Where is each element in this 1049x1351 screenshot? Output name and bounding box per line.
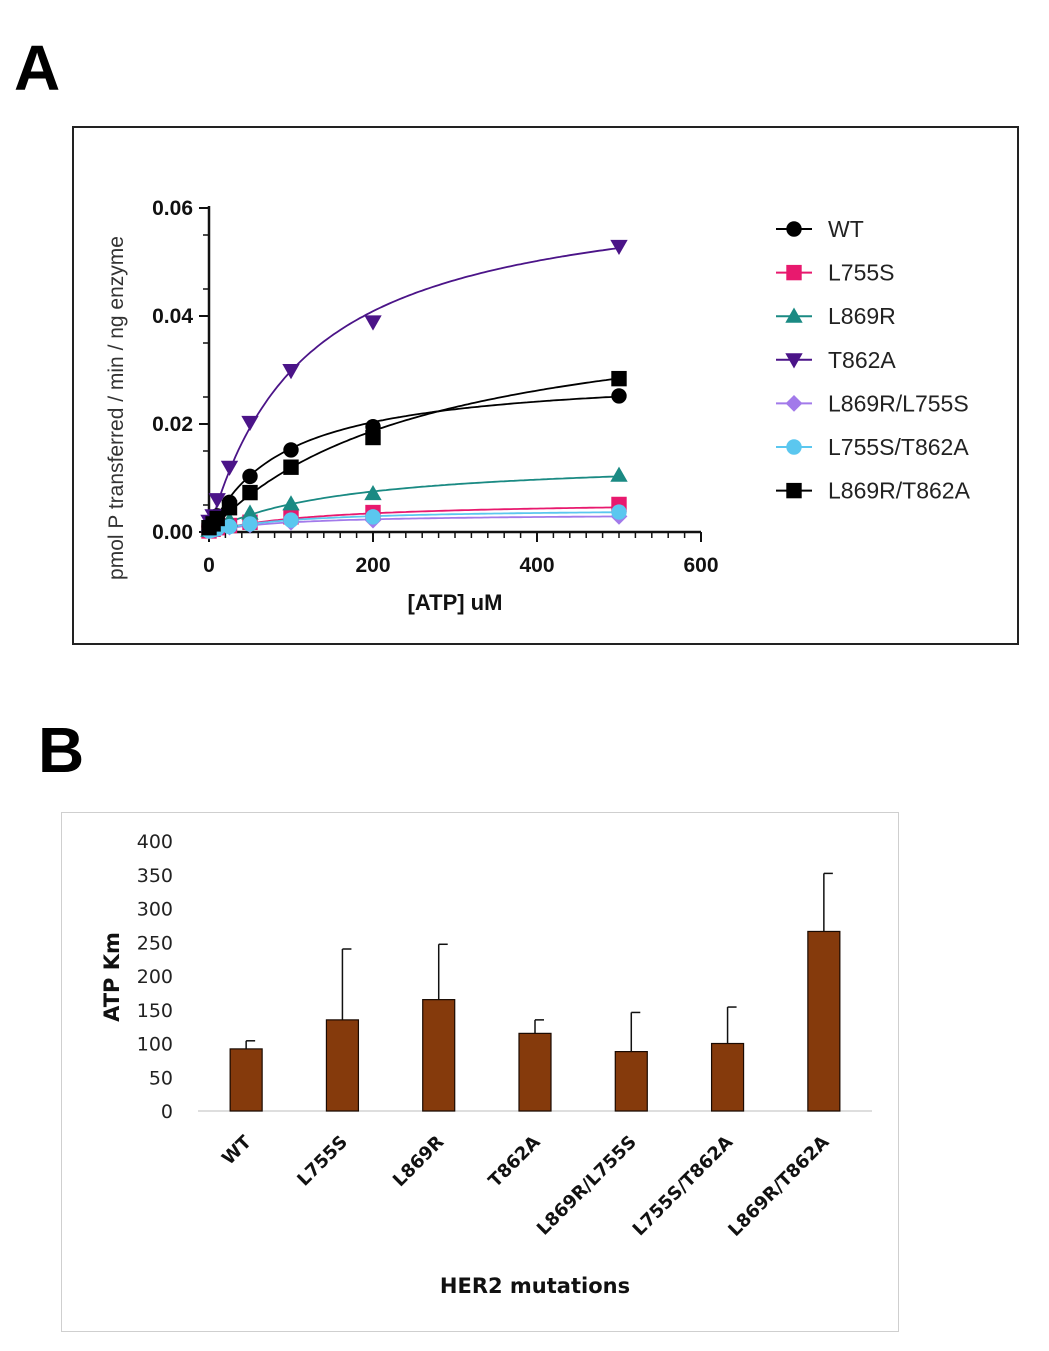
bar-l869r-l755s <box>614 1050 648 1112</box>
legend-label-wt: WT <box>828 216 864 242</box>
category-label-l869r-l755s: L869R/L755S <box>533 1132 641 1240</box>
legend-label-l869r: L869R <box>828 303 896 329</box>
fit-curve-l869r-l755s <box>208 515 620 533</box>
y-tick-label: 50 <box>149 1067 173 1089</box>
y-axis-title: pmol P transferred / min / ng enzyme <box>105 236 128 580</box>
y-tick-label: 100 <box>137 1034 173 1056</box>
bar-t862a <box>518 1032 552 1112</box>
y-tick-label: 0.00 <box>152 521 193 544</box>
data-point-l869r-t862a <box>365 429 381 446</box>
data-point-wt <box>611 388 627 404</box>
data-point-t862a <box>282 364 300 380</box>
fit-curve-l755s <box>208 506 620 533</box>
legend-label-l869r-l755s: L869R/L755S <box>828 390 969 416</box>
data-point-l869r-t862a <box>611 370 627 387</box>
legend-marker-l869r-t862a <box>786 482 802 499</box>
data-point-l755s-t862a <box>283 512 299 528</box>
legend-marker-t862a <box>785 353 803 369</box>
panel-a-frame <box>72 126 1019 645</box>
data-point-l869r <box>241 504 259 520</box>
panel-a-label: A <box>14 32 61 104</box>
legend-marker-l869r-l755s <box>785 395 803 412</box>
data-point-l869r <box>364 484 382 501</box>
x-tick-label: 600 <box>683 554 718 577</box>
legend-marker-l869r <box>785 307 803 323</box>
km-bar-chart: 0 50 100 150 200 250 300 350 400 WT L755S L869R T862… <box>100 831 872 1298</box>
fit-curve-l869r-t862a <box>208 377 620 533</box>
data-point-l869r-t862a <box>242 484 258 501</box>
data-point-wt <box>242 468 258 485</box>
data-point-t862a <box>208 493 226 509</box>
legend-label-t862a: T862A <box>828 347 896 373</box>
category-label-l755s: L755S <box>293 1132 352 1191</box>
category-label-l869r-t862a: L869R/T862A <box>724 1132 833 1241</box>
data-point-l755s-t862a <box>221 518 238 535</box>
data-point-t862a <box>610 239 628 256</box>
fit-curve-wt <box>208 395 620 533</box>
category-label-wt: WT <box>218 1131 256 1169</box>
data-point-l869r-t862a <box>209 510 225 527</box>
y-tick-label: 400 <box>137 831 173 853</box>
x-axis-title: HER2 mutations <box>440 1274 630 1298</box>
bar-l755s-t862a <box>710 1042 745 1112</box>
x-tick-label: 200 <box>355 554 390 577</box>
legend-marker-l755s <box>786 264 802 281</box>
y-tick-label: 200 <box>137 966 173 988</box>
data-point-l755s-t862a <box>365 509 381 525</box>
y-tick-label: 350 <box>137 865 173 887</box>
fit-curve-t862a <box>208 247 620 533</box>
panel-b-frame <box>61 812 899 1332</box>
legend-label-l755s: L755S <box>828 260 895 286</box>
data-point-t862a <box>220 460 239 476</box>
x-tick-label: 0 <box>203 554 215 577</box>
data-point-l755s-t862a <box>611 504 627 520</box>
data-point-l755s-t862a <box>242 516 258 532</box>
y-tick-label: 250 <box>137 932 173 954</box>
data-point-l869r <box>610 466 628 482</box>
y-tick-label: 300 <box>137 899 173 921</box>
y-tick-label: 150 <box>137 1000 173 1022</box>
kinetics-chart: 0.00 0.02 0.04 0.06 0 200 400 600 [ATP] uM pmol P… <box>105 197 971 615</box>
data-point-t862a <box>241 415 259 432</box>
data-point-t862a <box>364 315 382 331</box>
category-label-l755s-t862a: L755S/T862A <box>629 1132 737 1240</box>
y-tick-label: 0.06 <box>152 197 193 220</box>
category-label-t862a: T862A <box>485 1132 545 1192</box>
bar-wt <box>229 1048 263 1112</box>
x-axis-title: [ATP] uM <box>408 590 503 615</box>
y-tick-label: 0.04 <box>152 305 193 328</box>
legend-marker-l755s-t862a <box>786 439 802 455</box>
data-point-l869r-t862a <box>221 500 238 516</box>
data-point-l869r <box>282 495 300 511</box>
data-point-l869r-t862a <box>283 459 299 475</box>
bar-l869r-t862a <box>807 930 841 1112</box>
y-tick-label: 0 <box>161 1101 173 1123</box>
bar-l755s <box>325 1019 360 1112</box>
category-label-l869r: L869R <box>389 1132 448 1191</box>
legend-label-l755s-t862a: L755S/T862A <box>828 434 969 460</box>
bar-l869r <box>422 999 456 1112</box>
legend-label-l869r-t862a: L869R/T862A <box>828 478 971 504</box>
x-tick-label: 400 <box>519 554 554 577</box>
legend-marker-wt <box>786 221 802 237</box>
fit-curve-l869r <box>208 475 620 533</box>
y-tick-label: 0.02 <box>152 413 193 436</box>
fit-curve-l755s-t862a <box>208 511 619 533</box>
panel-b-label: B <box>38 714 85 786</box>
data-point-wt <box>283 442 299 458</box>
y-axis-title: ATP Km <box>100 932 124 1022</box>
